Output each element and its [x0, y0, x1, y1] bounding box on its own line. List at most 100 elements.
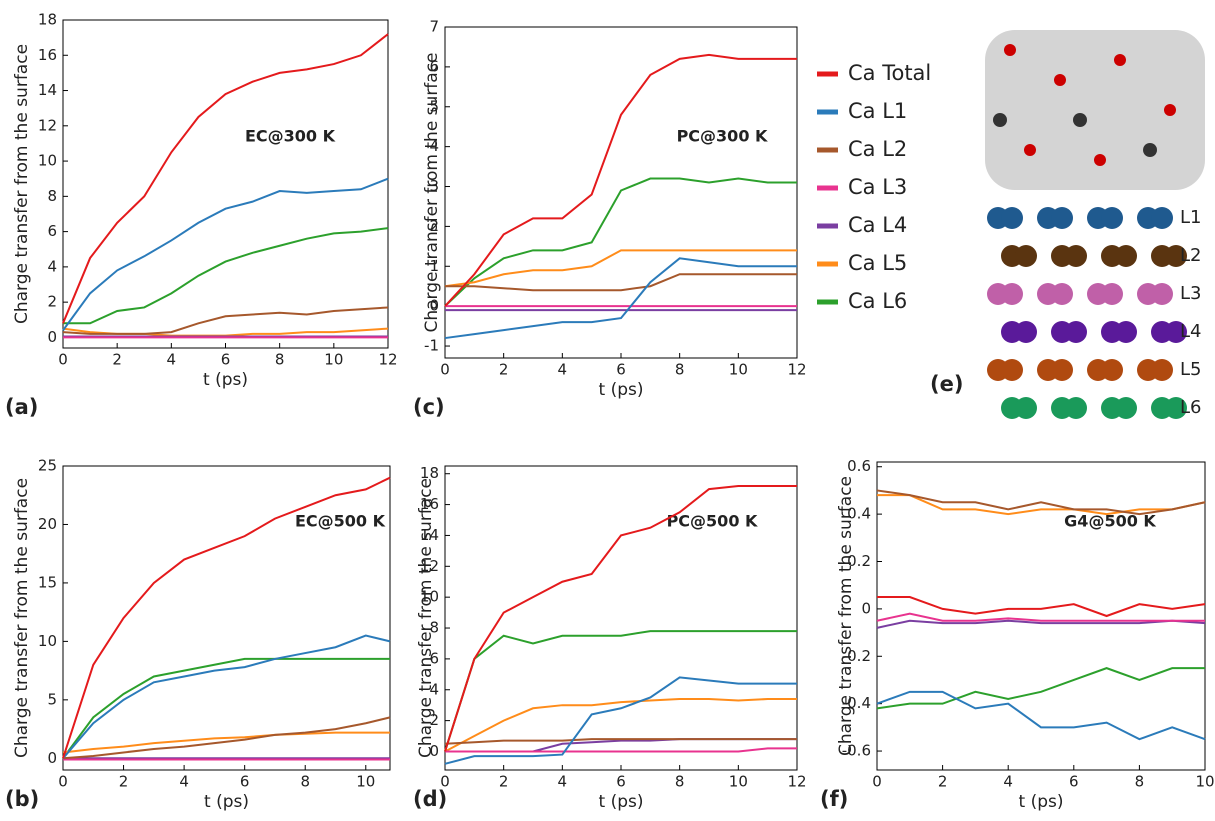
ca-atom — [1115, 321, 1137, 343]
x-tick-label: 0 — [58, 351, 68, 369]
x-tick-label: 6 — [1069, 773, 1079, 791]
series-line — [877, 596, 1206, 618]
legend-label: Ca L4 — [848, 213, 907, 237]
annotation: PC@500 K — [667, 512, 758, 531]
ca-atom — [1115, 397, 1137, 419]
series-line — [444, 177, 797, 307]
panel-label: (a) — [5, 395, 38, 419]
series-line — [445, 273, 797, 292]
y-tick-label: 2 — [429, 711, 439, 729]
x-tick-label: 10 — [1195, 773, 1214, 791]
y-axis-label: Charge transfer from the surface — [12, 44, 32, 324]
y-tick-label: 0.4 — [847, 505, 871, 523]
ca-atom — [1101, 207, 1123, 229]
y-tick-label: 0.6 — [847, 457, 871, 475]
x-axis-label: t (ps) — [1019, 792, 1064, 812]
x-tick-label: 4 — [167, 351, 177, 369]
x-tick-label: 8 — [1135, 773, 1145, 791]
ca-layers — [987, 207, 1187, 419]
series-line — [444, 257, 797, 340]
series-line — [63, 227, 389, 325]
y-tick-label: 0 — [429, 297, 439, 315]
y-tick-label: 20 — [38, 515, 57, 533]
atom — [1004, 44, 1016, 56]
y-tick-label: 4 — [429, 680, 439, 698]
ca-atom — [1015, 321, 1037, 343]
x-tick-label: 6 — [616, 773, 626, 791]
y-tick-label: 25 — [38, 457, 57, 475]
ca-atom — [1015, 245, 1037, 267]
x-tick-label: 2 — [938, 773, 948, 791]
y-tick-label: 5 — [47, 690, 57, 708]
series-line — [444, 249, 797, 288]
y-tick-label: 5 — [429, 97, 439, 115]
panel-label: (c) — [413, 395, 445, 419]
ca-atom — [1165, 397, 1187, 419]
y-tick-label: 16 — [420, 495, 439, 513]
y-tick-label: 1 — [429, 257, 439, 275]
y-axis-label: Charge transfer from the surface — [416, 478, 436, 758]
y-tick-label: 12 — [420, 557, 439, 575]
series-line — [876, 690, 1206, 741]
x-tick-label: 12 — [787, 773, 806, 791]
y-tick-label: 14 — [420, 526, 439, 544]
x-axis-label: t (ps) — [203, 370, 248, 390]
annotation: EC@500 K — [295, 512, 386, 531]
atom — [1114, 54, 1126, 66]
x-tick-label: 8 — [675, 361, 685, 379]
x-tick-label: 12 — [787, 361, 806, 379]
series-line — [876, 619, 1206, 629]
layer-label: L2 — [1180, 245, 1201, 266]
panel-label: (b) — [5, 787, 39, 811]
series-line — [876, 612, 1205, 622]
atom — [1073, 113, 1087, 127]
ca-atom — [1065, 321, 1087, 343]
y-tick-label: 12 — [38, 116, 57, 134]
ca-atom — [1001, 359, 1023, 381]
atom — [1164, 104, 1176, 116]
y-tick-label: 0 — [47, 749, 57, 767]
series-line — [444, 485, 797, 752]
series-line — [444, 698, 797, 753]
x-tick-label: 8 — [275, 351, 285, 369]
series-line — [62, 657, 390, 759]
y-tick-label: -0.2 — [842, 647, 871, 665]
legend-label: Ca L3 — [848, 175, 907, 199]
y-tick-label: 6 — [47, 222, 57, 240]
ca-atom — [1065, 397, 1087, 419]
plot-frame — [876, 461, 1206, 771]
ca-atom — [1065, 245, 1087, 267]
ca-atom — [1165, 245, 1187, 267]
y-axis-label: Charge transfer from the surface — [422, 52, 442, 332]
x-tick-label: 0 — [440, 361, 450, 379]
series-line — [444, 630, 797, 752]
x-tick-label: 10 — [729, 773, 748, 791]
x-tick-label: 6 — [240, 773, 250, 791]
layer-label: L6 — [1180, 397, 1201, 418]
y-tick-label: 2 — [429, 217, 439, 235]
x-tick-label: 10 — [356, 773, 375, 791]
y-tick-label: 14 — [38, 81, 57, 99]
x-tick-label: 0 — [440, 773, 450, 791]
x-tick-label: 0 — [872, 773, 882, 791]
x-tick-label: 6 — [616, 361, 626, 379]
ca-atom — [1051, 207, 1073, 229]
x-axis-label: t (ps) — [599, 380, 644, 400]
y-tick-label: -1 — [424, 337, 439, 355]
x-tick-label: 10 — [729, 361, 748, 379]
y-tick-label: 18 — [38, 11, 57, 29]
ca-atom — [1001, 207, 1023, 229]
ca-atom — [1151, 207, 1173, 229]
ca-atom — [1101, 359, 1123, 381]
series-line — [877, 494, 1206, 516]
y-tick-label: 3 — [429, 177, 439, 195]
y-tick-label: 4 — [47, 257, 57, 275]
x-tick-label: 8 — [300, 773, 310, 791]
series-line — [876, 667, 1205, 710]
ca-atom — [1115, 245, 1137, 267]
x-tick-label: 4 — [558, 361, 568, 379]
legend-label: Ca L6 — [848, 289, 907, 313]
atom — [1143, 143, 1157, 157]
y-axis-label: Charge transfer from the surface — [12, 478, 32, 758]
